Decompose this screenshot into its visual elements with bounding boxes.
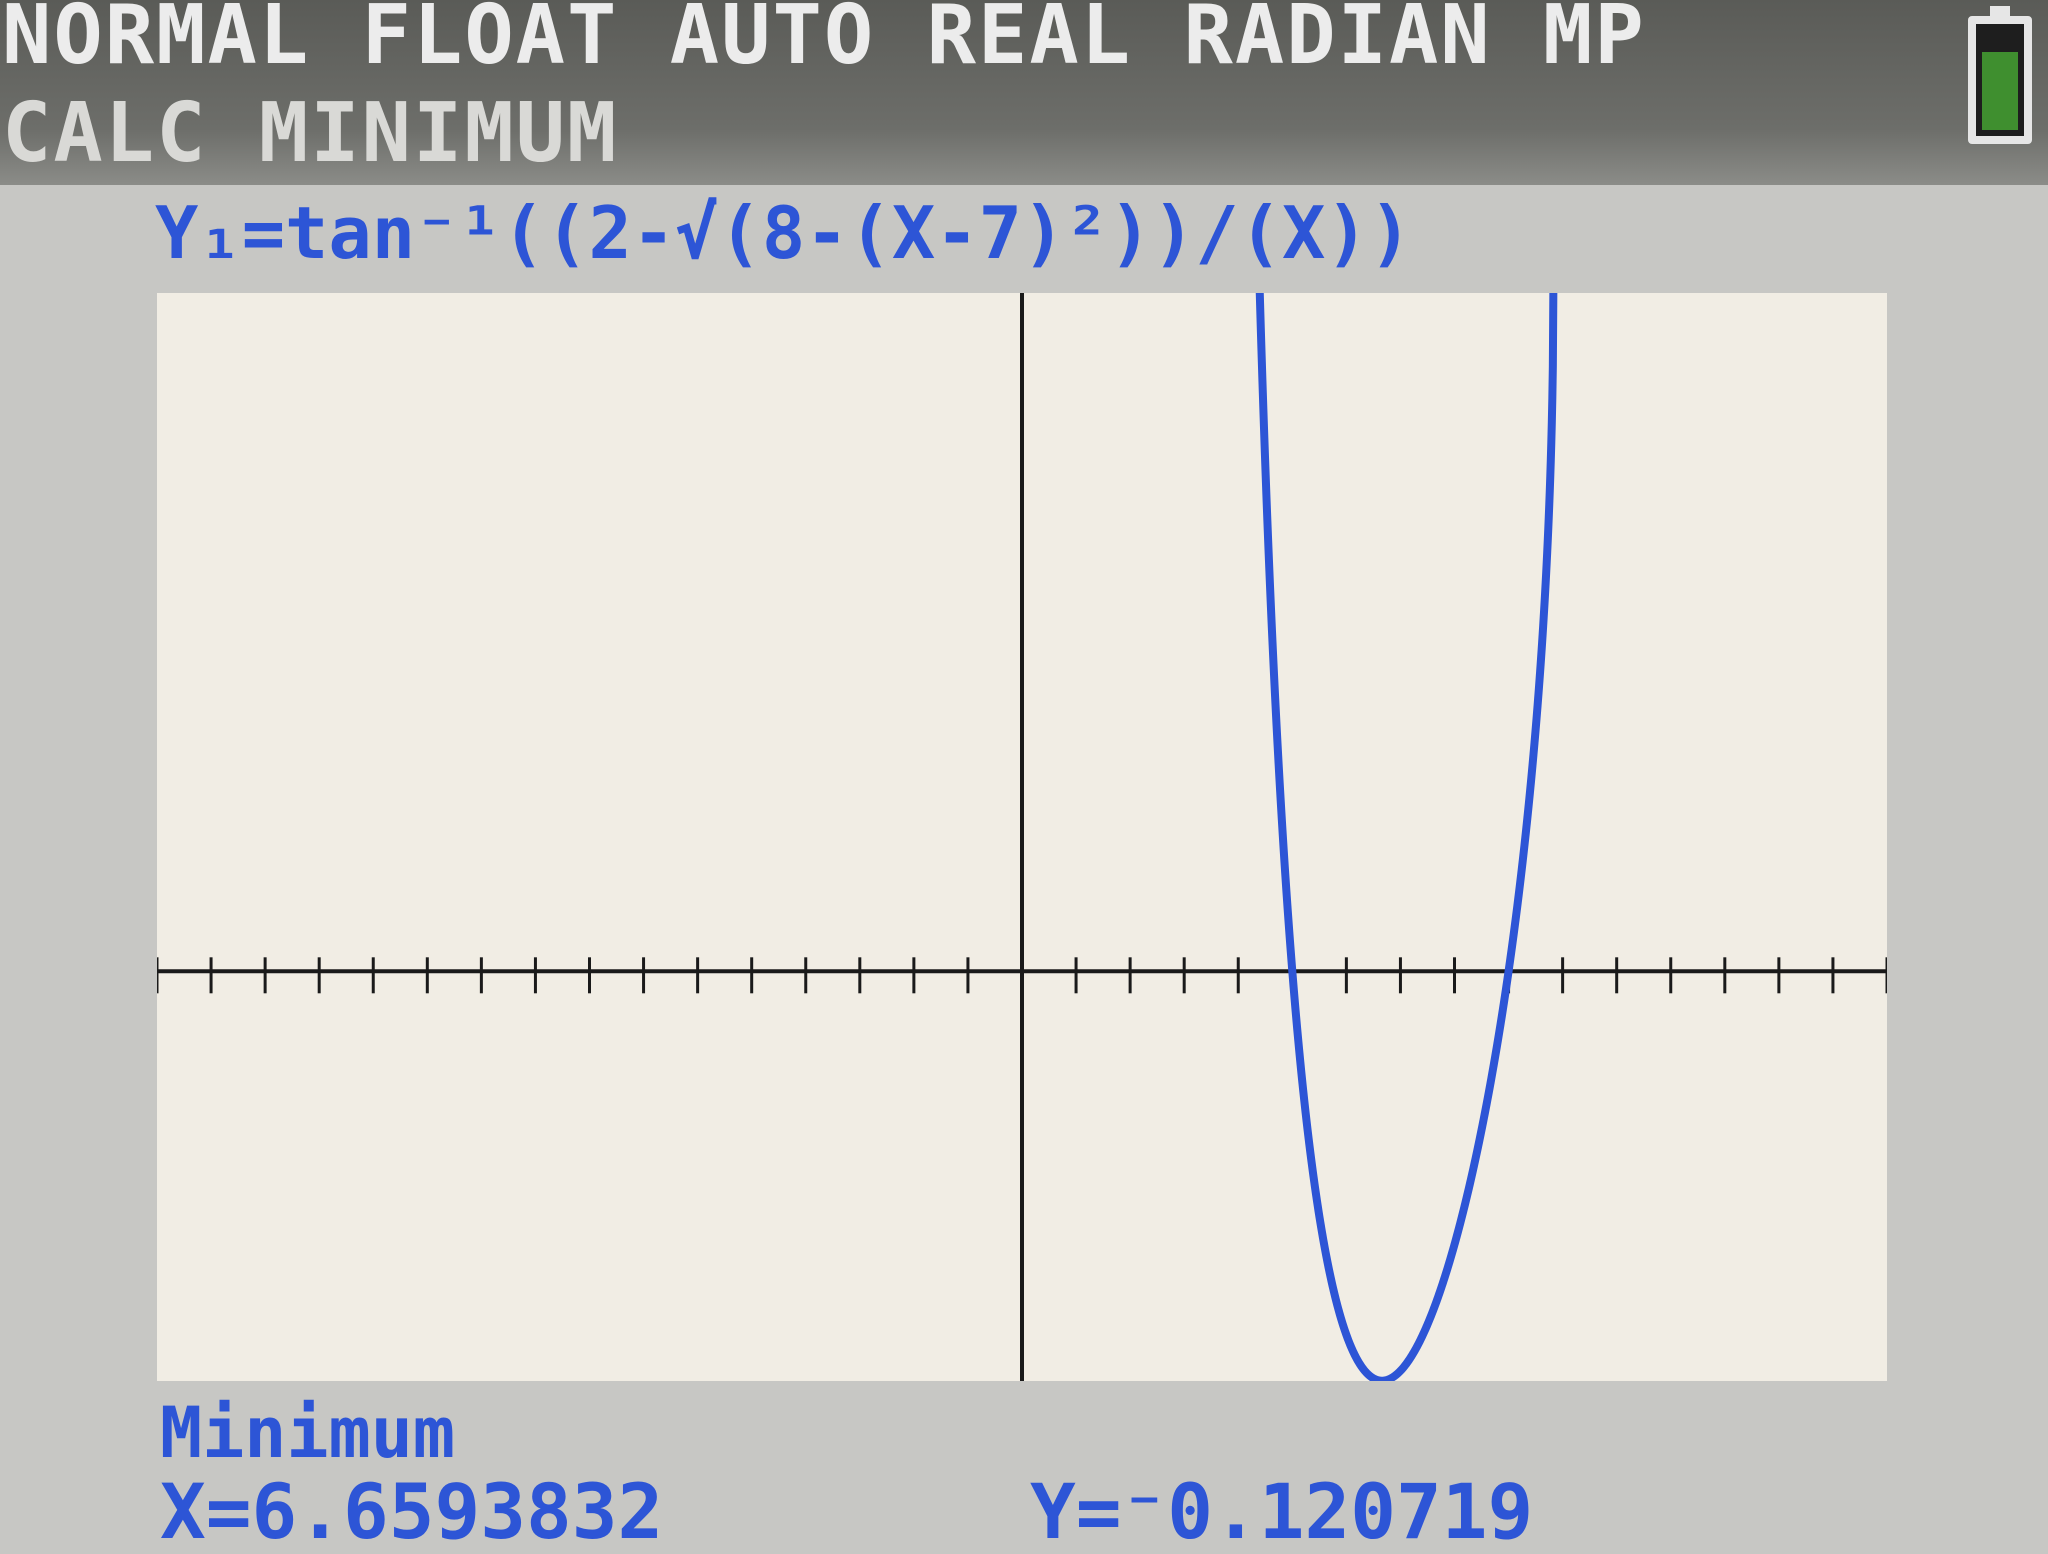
equation-label: Y₁=tan⁻¹((2-√(8-(X-7)²))/(X)) xyxy=(155,191,1413,275)
graph-area[interactable] xyxy=(157,293,1887,1381)
battery-fill xyxy=(1982,52,2018,130)
minimum-label: Minimum xyxy=(160,1392,456,1474)
graph-canvas xyxy=(157,293,1887,1381)
y-value-readout: Y=⁻0.120719 xyxy=(1030,1467,1534,1554)
function-curve xyxy=(1247,293,1558,1381)
status-bar: NORMAL FLOAT AUTO REAL RADIAN MP CALC MI… xyxy=(0,0,2048,185)
x-value-readout: X=6.6593832 xyxy=(160,1467,664,1554)
x-axis-ticks xyxy=(157,957,1887,994)
battery-icon xyxy=(1968,6,2032,144)
mode-line: NORMAL FLOAT AUTO REAL RADIAN MP xyxy=(2,0,1646,83)
battery-cap xyxy=(1990,6,2010,16)
calc-title: CALC MINIMUM xyxy=(2,86,619,181)
